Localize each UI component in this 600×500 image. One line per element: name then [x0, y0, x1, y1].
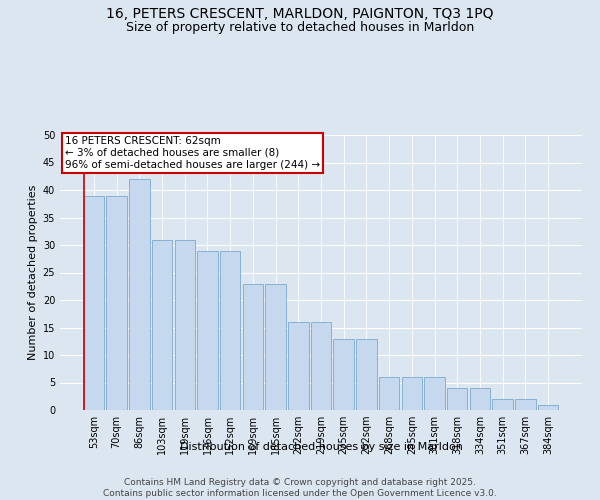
- Bar: [379, 377, 400, 410]
- Bar: [220, 250, 241, 410]
- Bar: [129, 179, 149, 410]
- Bar: [311, 322, 331, 410]
- Text: Contains HM Land Registry data © Crown copyright and database right 2025.
Contai: Contains HM Land Registry data © Crown c…: [103, 478, 497, 498]
- Bar: [356, 338, 377, 410]
- Bar: [265, 284, 286, 410]
- Bar: [106, 196, 127, 410]
- Bar: [538, 404, 558, 410]
- Text: Distribution of detached houses by size in Marldon: Distribution of detached houses by size …: [179, 442, 463, 452]
- Text: 16, PETERS CRESCENT, MARLDON, PAIGNTON, TQ3 1PQ: 16, PETERS CRESCENT, MARLDON, PAIGNTON, …: [106, 8, 494, 22]
- Bar: [242, 284, 263, 410]
- Bar: [152, 240, 172, 410]
- Bar: [175, 240, 195, 410]
- Text: 16 PETERS CRESCENT: 62sqm
← 3% of detached houses are smaller (8)
96% of semi-de: 16 PETERS CRESCENT: 62sqm ← 3% of detach…: [65, 136, 320, 170]
- Text: Size of property relative to detached houses in Marldon: Size of property relative to detached ho…: [126, 21, 474, 34]
- Y-axis label: Number of detached properties: Number of detached properties: [28, 185, 38, 360]
- Bar: [288, 322, 308, 410]
- Bar: [447, 388, 467, 410]
- Bar: [401, 377, 422, 410]
- Bar: [197, 250, 218, 410]
- Bar: [424, 377, 445, 410]
- Bar: [470, 388, 490, 410]
- Bar: [84, 196, 104, 410]
- Bar: [515, 399, 536, 410]
- Bar: [334, 338, 354, 410]
- Bar: [493, 399, 513, 410]
